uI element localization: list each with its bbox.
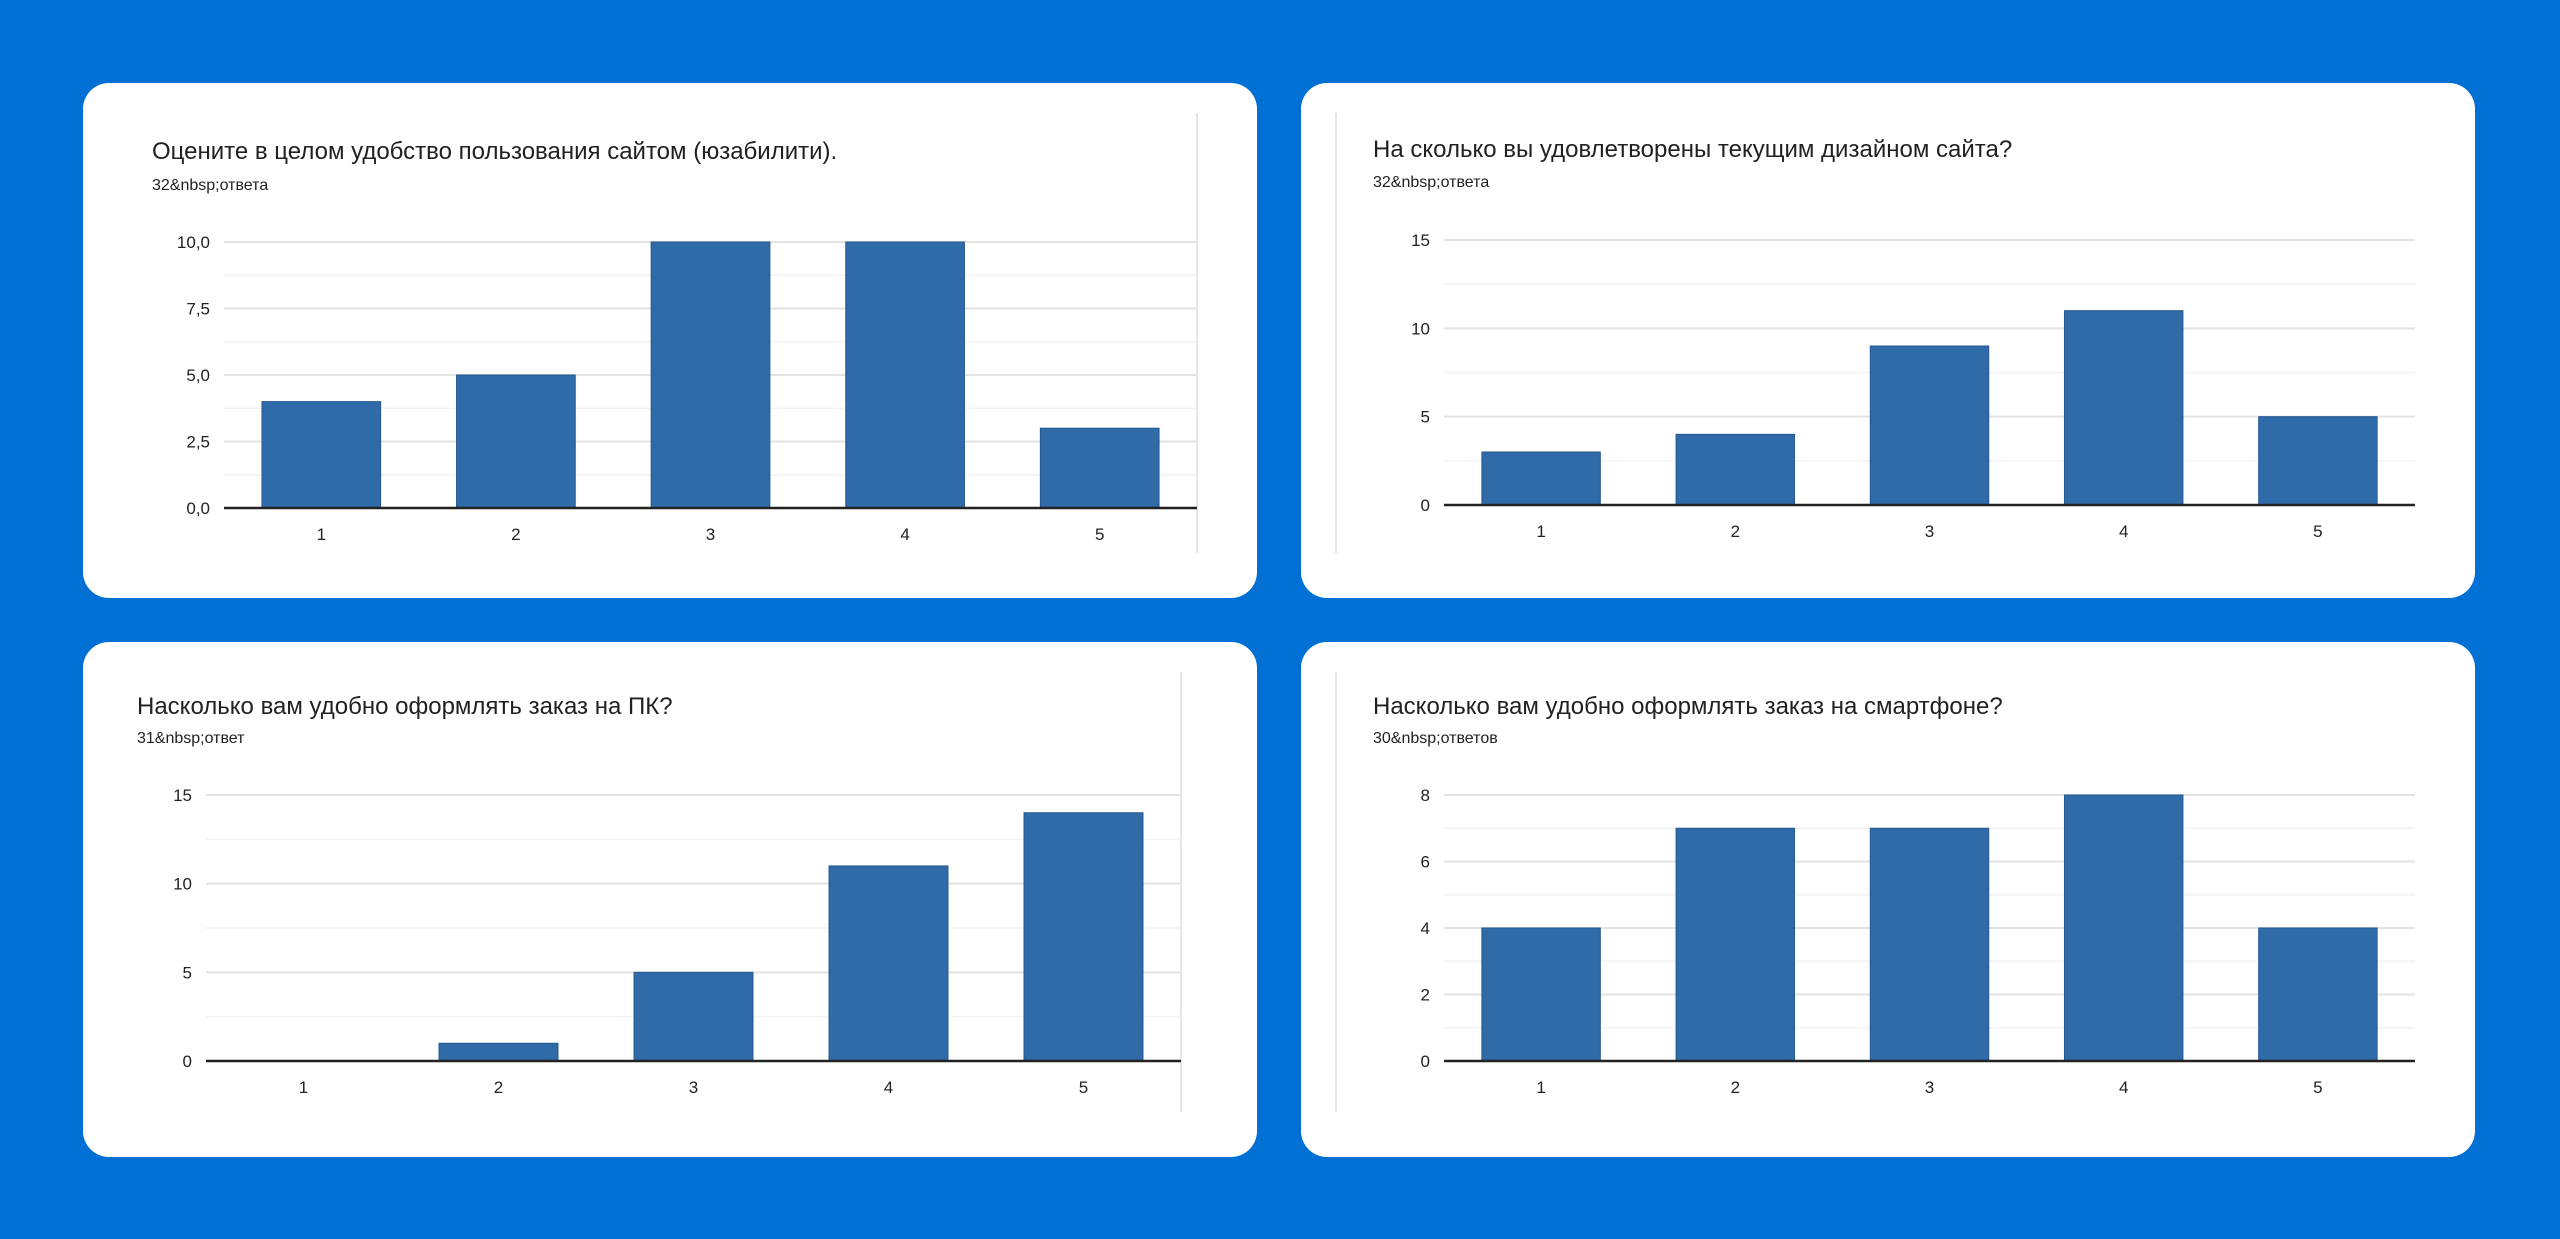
- y-tick-label: 5: [183, 963, 192, 982]
- bar: [456, 374, 576, 509]
- response-count: 32&nbsp;ответа: [152, 177, 269, 194]
- x-tick-label: 5: [2313, 522, 2322, 541]
- y-tick-label: 10,0: [177, 233, 210, 252]
- x-tick-label: 3: [706, 525, 715, 544]
- bar: [845, 241, 965, 509]
- bar: [1481, 927, 1601, 1062]
- x-tick-label: 3: [689, 1078, 698, 1097]
- bar: [261, 401, 382, 509]
- y-tick-label: 6: [1421, 853, 1430, 872]
- chart-title: На сколько вы удовлетворены текущим диза…: [1373, 136, 2013, 163]
- x-tick-label: 3: [1925, 1078, 1934, 1097]
- y-tick-label: 15: [173, 786, 192, 805]
- y-tick-label: 10: [173, 875, 192, 894]
- bar: [828, 865, 949, 1062]
- bar-chart: 0 5 10 15 1 2 3 4 5: [173, 672, 1182, 1112]
- bar: [1023, 812, 1144, 1062]
- y-tick-label: 15: [1411, 231, 1430, 250]
- bar: [1039, 427, 1160, 509]
- y-tick-label: 2,5: [186, 433, 210, 452]
- x-tick-label: 3: [1925, 522, 1934, 541]
- bar: [1675, 433, 1796, 506]
- x-tick-label: 4: [884, 1078, 893, 1097]
- x-tick-label: 2: [511, 525, 520, 544]
- bar: [2063, 794, 2184, 1062]
- y-tick-label: 2: [1421, 986, 1430, 1005]
- bar: [1869, 827, 1990, 1062]
- chart-title: Оцените в целом удобство пользования сай…: [152, 138, 838, 165]
- y-tick-label: 0: [1421, 496, 1430, 515]
- bar: [2258, 416, 2378, 506]
- response-count: 31&nbsp;ответ: [137, 730, 245, 747]
- bar: [1675, 827, 1796, 1062]
- y-tick-label: 0: [183, 1052, 192, 1071]
- bar: [1869, 345, 1990, 506]
- bar: [1481, 451, 1601, 506]
- response-count: 32&nbsp;ответа: [1373, 174, 1490, 191]
- x-tick-label: 5: [1095, 525, 1104, 544]
- y-tick-label: 5,0: [186, 366, 210, 385]
- chart-card-smartphone-order: Насколько вам удобно оформлять заказ на …: [1301, 642, 2475, 1157]
- y-tick-label: 8: [1421, 786, 1430, 805]
- x-tick-label: 4: [900, 525, 909, 544]
- y-tick-label: 7,5: [186, 300, 210, 319]
- chart-card-design: На сколько вы удовлетворены текущим диза…: [1301, 83, 2475, 598]
- x-tick-label: 1: [1536, 522, 1545, 541]
- y-tick-label: 10: [1411, 319, 1430, 338]
- x-tick-label: 4: [2119, 522, 2128, 541]
- x-tick-label: 1: [1536, 1078, 1545, 1097]
- y-tick-label: 4: [1421, 919, 1430, 938]
- chart-title: Насколько вам удобно оформлять заказ на …: [137, 693, 673, 720]
- x-tick-label: 2: [1731, 522, 1740, 541]
- bar-chart: 0 5 10 15 1 2 3 4 5: [1335, 113, 2415, 553]
- chart-title: Насколько вам удобно оформлять заказ на …: [1373, 693, 2003, 720]
- x-tick-label: 5: [2313, 1078, 2322, 1097]
- bar: [2063, 310, 2184, 506]
- bar: [650, 241, 771, 509]
- y-tick-label: 5: [1421, 408, 1430, 427]
- x-tick-label: 2: [494, 1078, 503, 1097]
- bar: [2258, 927, 2378, 1062]
- y-tick-label: 0,0: [186, 499, 210, 518]
- x-tick-label: 1: [299, 1078, 308, 1097]
- chart-card-usability: Оцените в целом удобство пользования сай…: [83, 83, 1257, 598]
- x-tick-label: 5: [1079, 1078, 1088, 1097]
- x-tick-label: 4: [2119, 1078, 2128, 1097]
- x-tick-label: 2: [1731, 1078, 1740, 1097]
- bar-chart: 0,0 2,5 5,0 7,5 10,0 1 2 3 4 5: [177, 113, 1198, 553]
- bar: [438, 1042, 559, 1062]
- bar: [633, 971, 754, 1062]
- bar-chart: 0 2 4 6 8 1 2 3 4 5: [1335, 672, 2415, 1112]
- y-tick-label: 0: [1421, 1052, 1430, 1071]
- response-count: 30&nbsp;ответов: [1373, 730, 1498, 747]
- chart-card-pc-order: Насколько вам удобно оформлять заказ на …: [83, 642, 1257, 1157]
- x-tick-label: 1: [317, 525, 326, 544]
